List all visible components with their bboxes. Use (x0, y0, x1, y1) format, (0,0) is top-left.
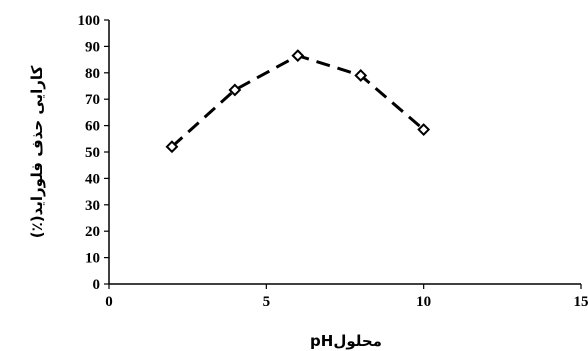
y-tick-label: 40 (85, 171, 100, 187)
y-tick-label: 100 (78, 13, 101, 29)
data-point-marker (291, 49, 305, 63)
y-axis-ticks: 0 10 20 30 40 50 60 70 80 90 100 (78, 13, 109, 293)
y-tick-label: 10 (85, 251, 100, 267)
data-point-marker (417, 123, 431, 136)
data-point-marker (354, 69, 368, 82)
x-tick-label: 5 (263, 294, 271, 310)
data-point-marker (165, 140, 179, 154)
y-tick-label: 70 (85, 92, 100, 108)
data-point-marker (228, 83, 242, 97)
y-tick-label: 30 (85, 198, 100, 214)
y-tick-label: 20 (85, 224, 100, 240)
x-tick-label: 0 (105, 294, 113, 310)
plot-area (108, 20, 581, 285)
series-line (170, 54, 425, 148)
y-tick-label: 0 (93, 277, 101, 293)
x-axis-ticks: 0 5 10 15 (105, 284, 588, 310)
x-tick-label: 15 (574, 294, 588, 310)
y-tick-label: 90 (85, 39, 100, 55)
y-tick-label: 60 (85, 119, 100, 135)
x-axis-label: محلولpH (310, 332, 382, 350)
series-layer (165, 49, 431, 154)
y-tick-label: 80 (85, 66, 100, 82)
y-axis-label: کارایی حذف فلوراید(٪) (28, 65, 46, 238)
x-tick-label: 10 (416, 294, 431, 310)
y-tick-label: 50 (85, 145, 100, 161)
